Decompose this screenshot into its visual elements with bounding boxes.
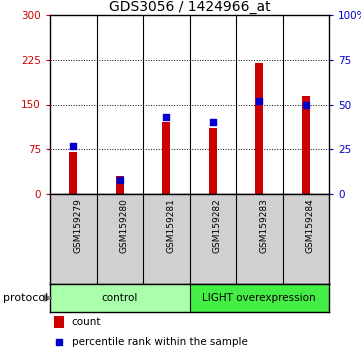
Bar bbox=[209, 129, 217, 194]
Bar bbox=[301, 96, 310, 194]
Point bbox=[303, 102, 309, 107]
Text: GSM159283: GSM159283 bbox=[259, 199, 268, 253]
Bar bbox=[69, 152, 78, 194]
Text: GSM159279: GSM159279 bbox=[73, 199, 82, 253]
Text: percentile rank within the sample: percentile rank within the sample bbox=[72, 337, 248, 347]
Point bbox=[210, 120, 216, 125]
Text: GSM159282: GSM159282 bbox=[213, 199, 222, 253]
Point bbox=[164, 114, 169, 120]
Bar bbox=[50, 284, 190, 312]
Bar bbox=[255, 63, 264, 194]
Text: count: count bbox=[72, 317, 101, 327]
Text: protocol: protocol bbox=[3, 293, 48, 303]
Text: control: control bbox=[101, 293, 138, 303]
Text: GSM159281: GSM159281 bbox=[166, 199, 175, 253]
Point bbox=[117, 177, 123, 183]
Bar bbox=[116, 176, 124, 194]
Text: GSM159284: GSM159284 bbox=[306, 199, 315, 253]
Title: GDS3056 / 1424966_at: GDS3056 / 1424966_at bbox=[109, 0, 270, 14]
Bar bbox=[190, 284, 329, 312]
Bar bbox=[162, 122, 170, 194]
Bar bbox=[54, 316, 65, 328]
Text: GSM159280: GSM159280 bbox=[120, 199, 129, 253]
Text: LIGHT overexpression: LIGHT overexpression bbox=[203, 293, 316, 303]
Point bbox=[70, 143, 76, 148]
Point bbox=[256, 98, 262, 104]
Point bbox=[56, 339, 62, 345]
